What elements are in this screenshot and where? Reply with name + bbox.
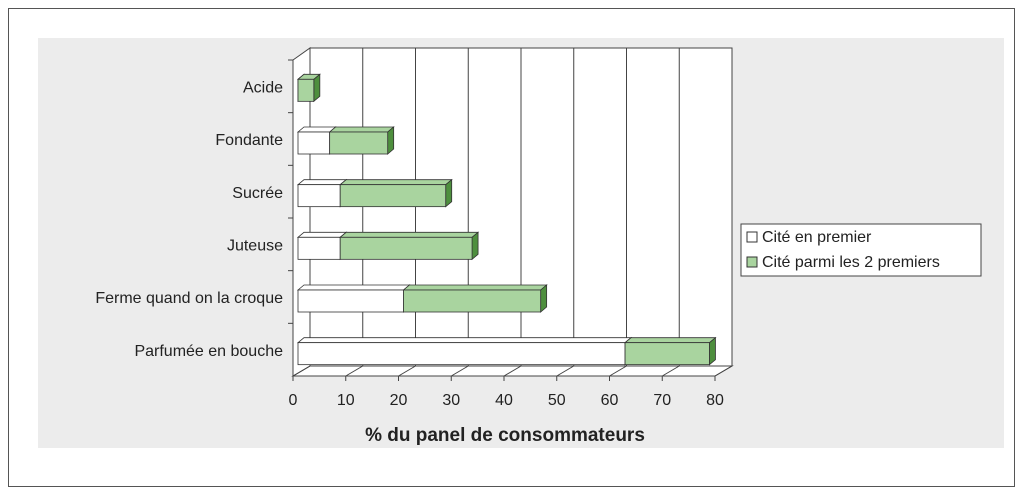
y-tick-label: Ferme quand on la croque: [95, 290, 283, 307]
bar-side: [471, 231, 479, 261]
x-tick-label: 40: [495, 392, 513, 409]
legend-swatch: [746, 256, 758, 268]
bar-top: [296, 179, 348, 186]
bar-top: [328, 126, 395, 133]
bar: [297, 184, 341, 208]
bar-top: [623, 337, 717, 344]
bar-side: [387, 126, 395, 155]
bar: [403, 289, 542, 313]
y-tick-label: Acide: [243, 80, 283, 97]
bar-side: [313, 73, 321, 103]
legend-box: [740, 223, 982, 277]
grid-line: [292, 365, 311, 377]
legend-swatch: [746, 231, 758, 243]
bar: [624, 342, 710, 366]
bar: [297, 342, 626, 366]
grid-line: [609, 365, 627, 377]
bar: [329, 131, 389, 155]
grid-line: [450, 365, 469, 377]
grid-line: [503, 365, 522, 377]
bar: [297, 236, 341, 260]
bar-top: [296, 337, 633, 344]
legend-label: Cité en premier: [762, 229, 872, 246]
bar: [297, 289, 404, 313]
grid-line: [714, 365, 733, 377]
x-axis-title: % du panel de consommateurs: [365, 425, 645, 446]
legend-label: Cité parmi les 2 premiers: [762, 254, 940, 271]
grid-line: [345, 365, 364, 377]
bar-side: [445, 178, 453, 208]
x-tick-label: 20: [390, 392, 408, 409]
grid-line: [661, 365, 680, 377]
bar-top: [402, 284, 548, 291]
y-tick-label: Sucrée: [232, 185, 283, 202]
x-tick-label: 70: [653, 392, 671, 409]
y-tick-label: Parfumée en bouche: [134, 343, 283, 360]
grid-line: [556, 365, 575, 377]
bar: [339, 184, 447, 208]
bar-side: [540, 284, 548, 313]
grid-line: [398, 365, 416, 377]
x-tick-label: 10: [337, 392, 355, 409]
bar-top: [339, 231, 480, 238]
bar: [297, 131, 331, 155]
x-tick-label: 30: [442, 392, 460, 409]
bar: [297, 78, 315, 102]
bar-top: [339, 179, 453, 186]
x-tick-label: 60: [601, 392, 619, 409]
bar-top: [296, 231, 348, 238]
y-tick-label: Juteuse: [227, 238, 283, 255]
x-tick-label: 80: [706, 392, 724, 409]
x-tick-label: 50: [548, 392, 566, 409]
bar-top: [296, 284, 411, 291]
bar-side: [709, 336, 716, 366]
bar: [339, 236, 473, 260]
y-tick-label: Fondante: [215, 132, 283, 149]
x-tick-label: 0: [289, 392, 298, 409]
